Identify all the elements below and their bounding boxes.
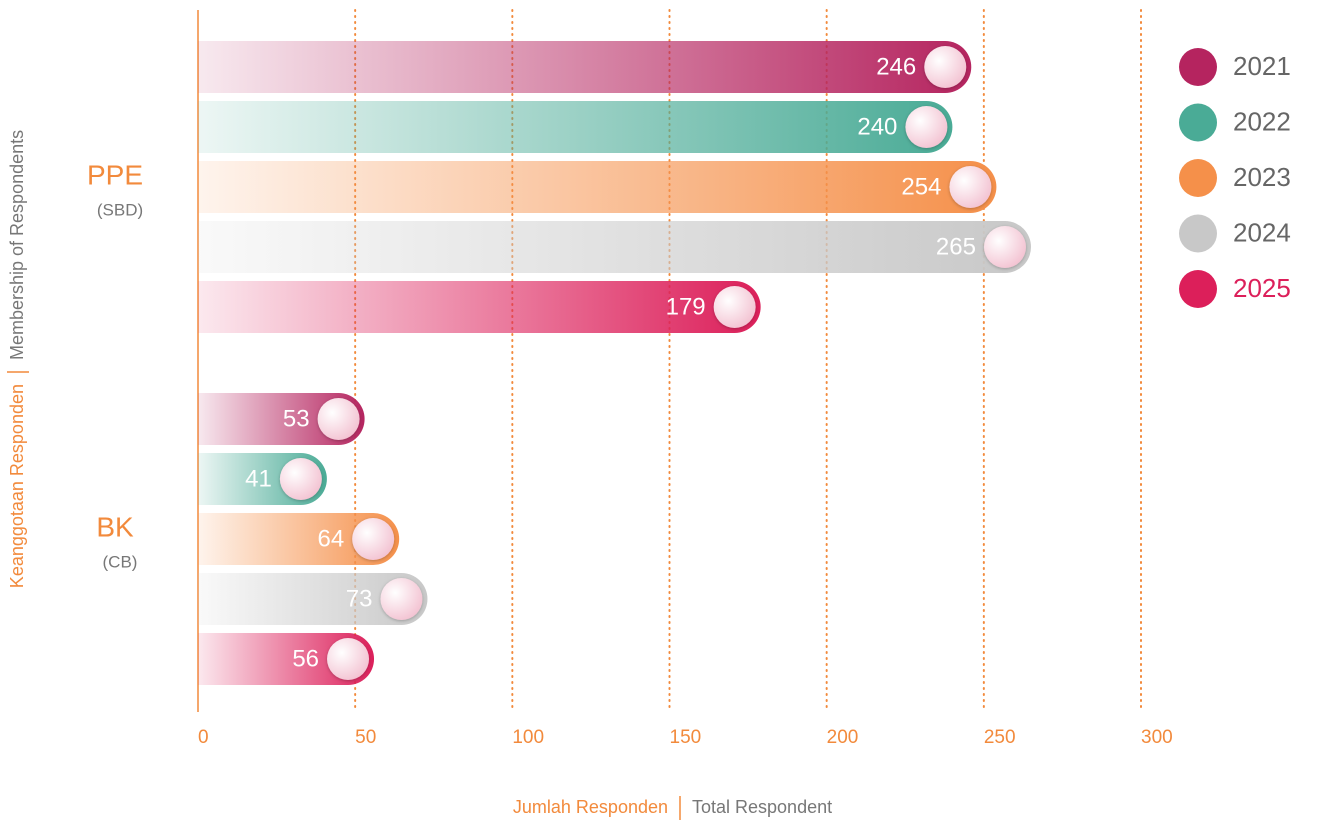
x-tick-label: 300 [1141, 727, 1173, 748]
value-label: 73 [346, 585, 373, 612]
legend-swatch [1179, 103, 1217, 142]
value-label: 179 [666, 293, 706, 320]
value-label: 41 [245, 465, 272, 492]
value-label: 64 [317, 525, 344, 552]
bar [198, 573, 428, 625]
x-title-local: Jumlah Responden [513, 797, 668, 817]
value-label: 254 [901, 173, 941, 200]
x-title-english: Total Respondent [692, 797, 832, 817]
legend-label: 2024 [1233, 217, 1291, 247]
bar-knob [983, 226, 1026, 268]
value-label: 56 [292, 645, 319, 672]
legend-label: 2023 [1233, 162, 1291, 192]
value-label: 246 [876, 53, 916, 80]
legend-swatch [1179, 214, 1217, 253]
bar-knob [949, 166, 992, 208]
x-tick-label: 200 [827, 727, 859, 748]
bar [198, 161, 997, 213]
category-label: PPE [87, 159, 143, 190]
bar [198, 221, 1031, 273]
legend-swatch [1179, 48, 1217, 86]
bar [198, 41, 972, 93]
value-label: 265 [936, 233, 976, 260]
bar-knob [924, 46, 967, 88]
value-label: 240 [857, 113, 897, 140]
value-label: 53 [283, 405, 310, 432]
category-sublabel: (CB) [103, 552, 138, 571]
bar-knob [713, 286, 756, 328]
x-tick-label: 0 [198, 727, 209, 748]
bar-knob [327, 638, 370, 680]
x-axis-title: Jumlah Responden Total Respondent [513, 796, 832, 820]
bar-knob [317, 398, 360, 440]
legend-label: 2021 [1233, 51, 1291, 81]
bar [198, 633, 375, 685]
bar [198, 513, 400, 565]
bar-knob [352, 518, 395, 560]
legend-label: 2025 [1233, 273, 1291, 303]
x-tick-label: 100 [512, 727, 544, 748]
category-sublabel: (SBD) [97, 200, 143, 219]
legend-swatch [1179, 270, 1217, 308]
bar-knob [279, 458, 322, 500]
y-title-local: Keanggotaan Responden [7, 384, 27, 588]
y-title-english: Membership of Respondents [7, 130, 27, 360]
legend-label: 2022 [1233, 106, 1291, 136]
y-axis-title: Keanggotaan Responden Membership of Resp… [7, 130, 29, 588]
x-tick-label: 50 [355, 727, 376, 748]
x-tick-label: 150 [670, 727, 702, 748]
x-tick-label: 250 [984, 727, 1016, 748]
bar-knob [905, 106, 948, 148]
bar [198, 281, 761, 333]
legend-swatch [1179, 159, 1217, 197]
bar-knob [380, 578, 423, 620]
bar [198, 101, 953, 153]
category-label: BK [96, 511, 134, 542]
